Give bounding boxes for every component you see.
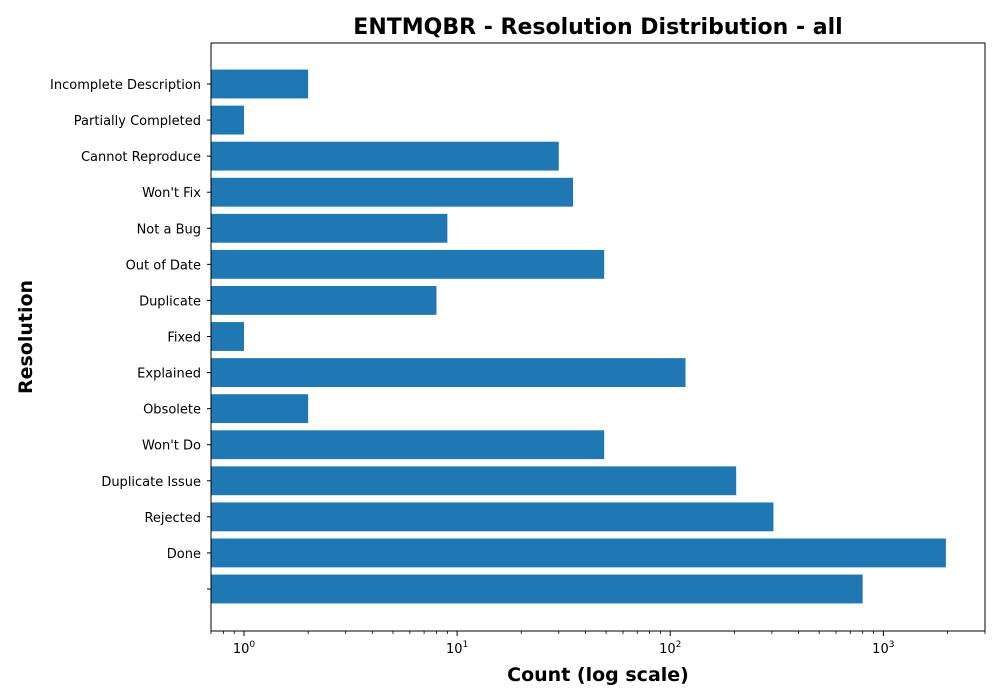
x-tick-label: 102 [659, 640, 681, 657]
y-tick-label: Won't Fix [142, 186, 201, 201]
x-axis-label: Count (log scale) [507, 664, 689, 686]
bar-out-of-date [211, 249, 605, 279]
y-tick-label: Cannot Reproduce [81, 150, 201, 165]
bar-incomplete-description [211, 69, 309, 99]
bar-fixed [211, 322, 245, 351]
bar-not-a-bug [211, 213, 448, 243]
y-tick-label: Duplicate Issue [101, 475, 201, 490]
bar-rejected [211, 502, 774, 532]
bar-cannot-reproduce [211, 141, 559, 171]
y-tick-label: Duplicate [139, 294, 201, 309]
bar-won-t-do [211, 430, 605, 460]
y-tick-label: Out of Date [126, 258, 201, 273]
bar-done [211, 538, 946, 568]
y-tick-label: Obsolete [143, 403, 201, 418]
x-ticks-group: 100 101 102 103 [210, 631, 986, 657]
bar-duplicate [211, 286, 437, 315]
plot-frame [210, 42, 986, 632]
x-tick-label: 103 [872, 640, 894, 657]
y-ticks-group: Incomplete Description Partially Complete… [50, 78, 211, 590]
bar-blank [211, 574, 863, 604]
x-tick-label: 100 [233, 640, 256, 657]
y-tick-label: Done [167, 547, 201, 562]
bar-explained [211, 358, 686, 387]
y-tick-label: Fixed [167, 331, 201, 346]
y-tick-label: Explained [137, 367, 201, 382]
x-tick-label: 101 [446, 640, 468, 657]
y-tick-label: Incomplete Description [50, 78, 201, 93]
y-tick-label: Rejected [144, 511, 201, 526]
y-axis-label: Resolution [15, 280, 37, 394]
bar-won-t-fix [211, 177, 574, 207]
y-tick-label: Won't Do [142, 439, 201, 454]
y-tick-label: Partially Completed [74, 114, 201, 129]
bars-group [211, 69, 946, 604]
bar-partially-completed [211, 105, 245, 135]
y-tick-label: Not a Bug [137, 222, 201, 237]
bar-duplicate-issue [211, 466, 737, 496]
bar-obsolete [211, 394, 309, 424]
chart-title: ENTMQBR - Resolution Distribution - all [353, 15, 842, 40]
